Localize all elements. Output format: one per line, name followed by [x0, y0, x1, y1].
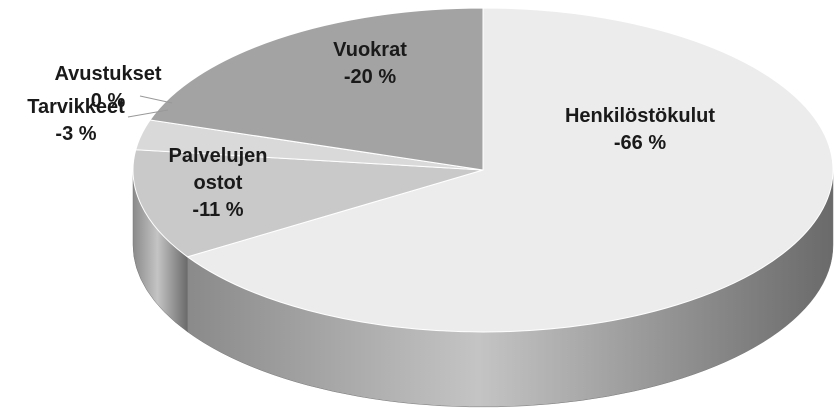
slice — [186, 7, 834, 333]
slice-label: Henkilöstökulut -66 % — [565, 103, 715, 157]
category-label: Vuokrat — [333, 39, 407, 61]
category-label: Tarvikkeet — [27, 96, 125, 118]
category-label: Henkilöstökulut — [564, 105, 716, 127]
leader-line — [127, 109, 169, 118]
value-label: 0 % — [90, 90, 126, 112]
value-label: -20 % — [343, 66, 397, 88]
slice-label: Tarvikkeet -3 % — [27, 94, 124, 148]
value-label: -66 % — [613, 132, 667, 154]
category-label: Palvelujen ostot — [168, 145, 268, 194]
slice-label: Avustukset 0 % — [54, 61, 161, 115]
slice-label: Vuokrat -20 % — [333, 37, 407, 91]
value-label: -11 % — [192, 199, 244, 221]
leader-line — [139, 95, 173, 104]
slice-label: Palvelujen ostot -11 % — [153, 143, 283, 224]
slice — [149, 7, 484, 171]
slice — [132, 149, 484, 258]
value-label: -3 % — [55, 123, 97, 145]
category-label: Avustukset — [54, 63, 162, 85]
